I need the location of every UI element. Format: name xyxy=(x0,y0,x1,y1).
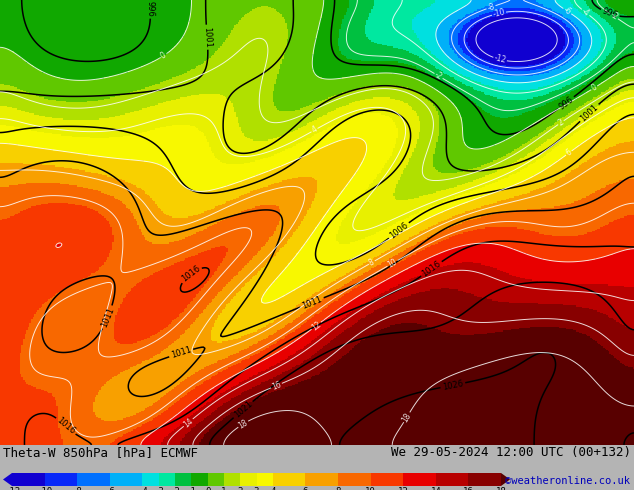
Text: -4: -4 xyxy=(580,6,592,18)
Bar xyxy=(273,473,306,486)
Text: We 29-05-2024 12:00 UTC (00+132): We 29-05-2024 12:00 UTC (00+132) xyxy=(391,446,631,459)
Text: 12: 12 xyxy=(398,487,408,490)
Text: 1001: 1001 xyxy=(202,26,212,48)
Text: -2: -2 xyxy=(609,10,619,22)
Text: 996: 996 xyxy=(146,0,155,17)
Text: Theta-W 850hPa [hPa] ECMWF: Theta-W 850hPa [hPa] ECMWF xyxy=(3,446,198,459)
Text: 2: 2 xyxy=(238,487,243,490)
Bar xyxy=(175,473,191,486)
Bar xyxy=(469,473,501,486)
Text: 1021: 1021 xyxy=(232,399,254,420)
Text: 18: 18 xyxy=(401,411,413,424)
Text: -8: -8 xyxy=(486,2,496,13)
Text: -6: -6 xyxy=(105,487,115,490)
Text: 2: 2 xyxy=(557,118,566,128)
Bar xyxy=(257,473,273,486)
Text: 1016: 1016 xyxy=(179,264,202,284)
Text: 996: 996 xyxy=(557,95,575,111)
Text: 16: 16 xyxy=(463,487,474,490)
Text: -12: -12 xyxy=(4,487,20,490)
Text: 16: 16 xyxy=(270,380,283,392)
Text: 1: 1 xyxy=(221,487,226,490)
Bar xyxy=(110,473,143,486)
Text: 18: 18 xyxy=(236,417,250,430)
Bar xyxy=(191,473,207,486)
Bar xyxy=(207,473,224,486)
Text: 0: 0 xyxy=(205,487,210,490)
Bar xyxy=(44,473,77,486)
Text: 4: 4 xyxy=(270,487,276,490)
Text: 1006: 1006 xyxy=(388,220,410,241)
Text: 14: 14 xyxy=(430,487,441,490)
Text: 18: 18 xyxy=(496,487,507,490)
Text: -2: -2 xyxy=(170,487,181,490)
Text: -10: -10 xyxy=(492,8,506,19)
Bar xyxy=(436,473,469,486)
Text: 0: 0 xyxy=(159,50,168,61)
Text: 6: 6 xyxy=(564,148,574,158)
Text: 1016: 1016 xyxy=(55,416,77,437)
Text: -10: -10 xyxy=(37,487,53,490)
Text: -4: -4 xyxy=(137,487,148,490)
Text: 1011: 1011 xyxy=(301,294,323,311)
Text: -12: -12 xyxy=(493,53,507,65)
Text: 8: 8 xyxy=(335,487,340,490)
Bar xyxy=(338,473,371,486)
Text: 6: 6 xyxy=(302,487,308,490)
Text: 1001: 1001 xyxy=(578,102,600,123)
Text: 14: 14 xyxy=(182,416,195,429)
Text: 10: 10 xyxy=(365,487,376,490)
Bar xyxy=(224,473,240,486)
Text: -2: -2 xyxy=(433,70,444,82)
Bar xyxy=(143,473,158,486)
Text: -3: -3 xyxy=(153,487,164,490)
Text: ©weatheronline.co.uk: ©weatheronline.co.uk xyxy=(505,476,630,486)
Text: 1016: 1016 xyxy=(420,259,443,279)
Text: 1011: 1011 xyxy=(170,345,193,360)
Bar xyxy=(403,473,436,486)
Text: 996: 996 xyxy=(601,7,619,21)
Text: 12: 12 xyxy=(309,319,323,332)
Text: 4: 4 xyxy=(310,125,319,135)
Bar xyxy=(12,473,44,486)
Polygon shape xyxy=(3,473,12,486)
Polygon shape xyxy=(501,473,510,486)
Bar xyxy=(371,473,403,486)
Text: -1: -1 xyxy=(186,487,197,490)
Bar xyxy=(306,473,338,486)
Text: 1026: 1026 xyxy=(442,379,464,392)
Bar xyxy=(77,473,110,486)
Text: 8: 8 xyxy=(368,257,376,268)
Bar xyxy=(240,473,257,486)
Text: 10: 10 xyxy=(386,257,399,270)
Text: 1011: 1011 xyxy=(100,306,116,329)
Bar xyxy=(158,473,175,486)
Text: 3: 3 xyxy=(254,487,259,490)
Text: -6: -6 xyxy=(562,5,573,17)
Text: -8: -8 xyxy=(72,487,82,490)
Text: 0: 0 xyxy=(590,83,598,93)
